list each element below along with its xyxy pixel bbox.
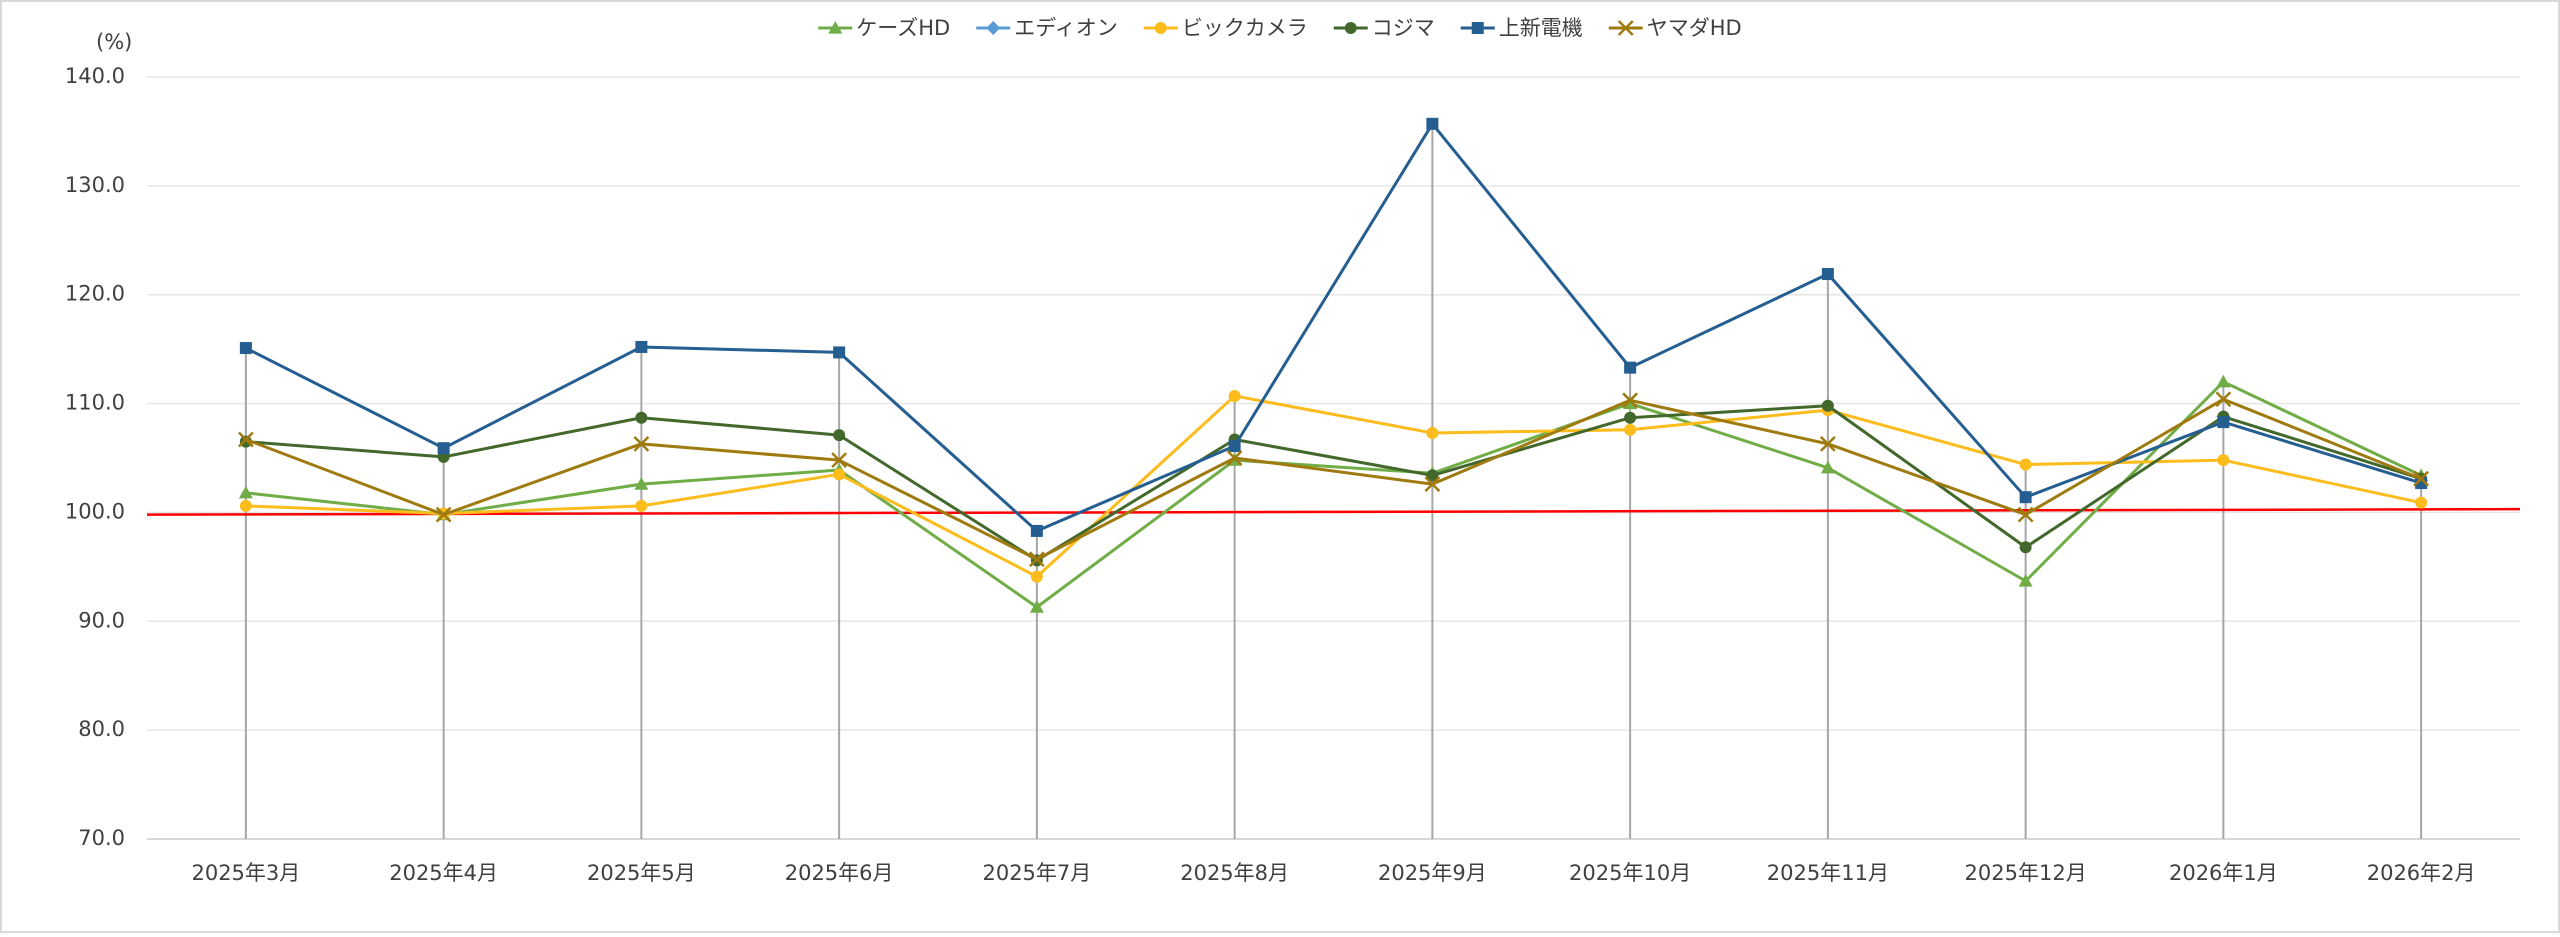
data-point [833, 468, 846, 481]
x-tick-label: 2025年6月 [785, 861, 894, 885]
data-point [238, 485, 253, 499]
unit-label: (%) [96, 30, 132, 54]
data-point [1821, 399, 1834, 412]
series-line [245, 380, 2422, 609]
x-tick-label: 2025年5月 [587, 861, 696, 885]
legend-label: コジマ [1372, 16, 1435, 40]
legend-item: ビックカメラ [1143, 16, 1308, 40]
legend-label: ビックカメラ [1182, 16, 1308, 40]
data-point [1819, 435, 1836, 452]
y-tick-label: 120.0 [65, 282, 125, 306]
data-point [239, 342, 252, 355]
data-point [1226, 450, 1243, 466]
data-point [237, 431, 254, 448]
data-point [635, 340, 648, 353]
legend-item: ヤマダHD [1608, 16, 1742, 40]
data-point [2215, 391, 2232, 408]
data-point [2217, 416, 2230, 429]
y-tick-label: 130.0 [65, 173, 125, 197]
series-line [245, 394, 2422, 579]
legend-label: ケーズHD [856, 16, 950, 40]
data-point [2019, 491, 2032, 504]
data-point [239, 435, 252, 448]
legend-item: エディオン [976, 16, 1118, 40]
data-point [1028, 551, 1045, 568]
x-tick-label: 2025年12月 [1965, 861, 2087, 885]
x-tick-label: 2026年1月 [2169, 861, 2278, 885]
legend-label: エディオン [1014, 16, 1118, 40]
x-tick-label: 2026年2月 [2367, 861, 2476, 885]
series [239, 117, 2428, 537]
legend-marker [1471, 22, 1484, 34]
y-tick-label: 90.0 [78, 608, 125, 632]
data-point [831, 452, 848, 469]
data-point [2019, 458, 2032, 471]
legend-item: 上新電機 [1460, 16, 1583, 40]
legend-label: 上新電機 [1499, 16, 1583, 40]
data-point [1228, 389, 1241, 402]
data-point [1426, 469, 1439, 482]
x-tick-label: 2025年10月 [1569, 861, 1691, 885]
data-point [1426, 426, 1439, 439]
data-point [2217, 454, 2230, 467]
series-line [245, 397, 2422, 561]
legend: ケーズHD エディオン ビックカメラ コジマ 上新電機 ヤマダHD [818, 16, 1742, 40]
data-point [2415, 496, 2428, 509]
series-line [245, 404, 2422, 562]
data-point [2413, 470, 2430, 487]
data-point [1426, 117, 1439, 130]
y-tick-label: 100.0 [65, 499, 125, 523]
x-tick-label: 2025年7月 [982, 861, 1091, 885]
legend-item: コジマ [1333, 16, 1435, 40]
data-point [1622, 392, 1639, 409]
data-point [1424, 476, 1441, 493]
data-point [1624, 423, 1637, 436]
y-tick-label: 140.0 [65, 64, 125, 88]
data-point [1029, 600, 1044, 613]
y-tick-label: 110.0 [65, 391, 125, 415]
x-tick-label: 2025年3月 [191, 861, 300, 885]
legend-label: ヤマダHD [1647, 16, 1742, 40]
data-point [239, 499, 252, 512]
data-point [635, 499, 648, 512]
x-tick-label: 2025年4月 [389, 861, 498, 885]
legend-marker [1344, 22, 1357, 34]
data-point [635, 411, 648, 424]
data-point [2216, 374, 2231, 388]
data-point [437, 442, 450, 455]
data-point [1624, 361, 1637, 374]
legend-marker [986, 21, 1001, 35]
data-point [1030, 570, 1043, 583]
data-point [2017, 506, 2034, 523]
data-point [1820, 460, 1835, 474]
y-tick-label: 70.0 [78, 826, 125, 850]
data-point [1623, 396, 1638, 410]
data-point [1228, 440, 1241, 453]
data-point [1030, 524, 1043, 537]
data-point [2019, 541, 2032, 554]
legend-marker [1154, 22, 1167, 34]
data-point [435, 506, 452, 523]
x-tick-label: 2025年8月 [1180, 861, 1289, 885]
data-point [833, 346, 846, 359]
legend-marker [1617, 20, 1634, 36]
y-tick-label: 80.0 [78, 717, 125, 741]
x-tick-label: 2025年9月 [1378, 861, 1487, 885]
data-point [1821, 268, 1834, 281]
legend-item: ケーズHD [818, 16, 950, 40]
legend-marker [828, 21, 843, 34]
series-line [245, 122, 2422, 533]
data-point [833, 429, 846, 442]
data-point [633, 435, 650, 452]
reference-line [146, 507, 2521, 516]
data-point [2018, 574, 2033, 587]
data-point [1624, 411, 1637, 424]
data-point [634, 477, 649, 490]
series [237, 391, 2430, 568]
x-tick-label: 2025年11月 [1767, 861, 1889, 885]
